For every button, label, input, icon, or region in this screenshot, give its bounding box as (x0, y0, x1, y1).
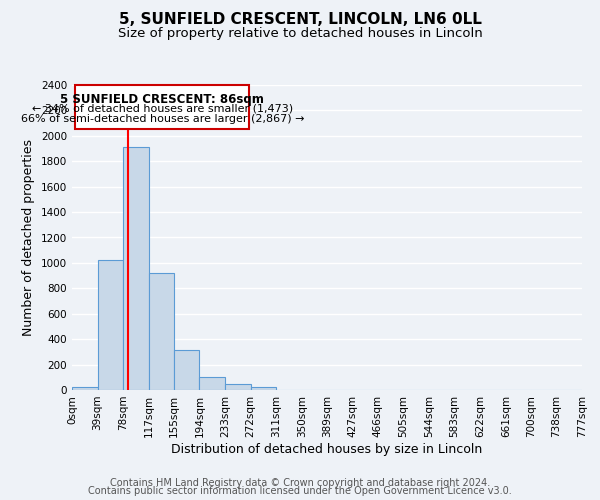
Text: 5, SUNFIELD CRESCENT, LINCOLN, LN6 0LL: 5, SUNFIELD CRESCENT, LINCOLN, LN6 0LL (119, 12, 481, 28)
X-axis label: Distribution of detached houses by size in Lincoln: Distribution of detached houses by size … (172, 442, 482, 456)
Text: Contains HM Land Registry data © Crown copyright and database right 2024.: Contains HM Land Registry data © Crown c… (110, 478, 490, 488)
Bar (199, 376, 225, 390)
Bar (174, 350, 199, 390)
Text: Contains public sector information licensed under the Open Government Licence v3: Contains public sector information licen… (88, 486, 512, 496)
Bar (72, 388, 98, 390)
Text: Size of property relative to detached houses in Lincoln: Size of property relative to detached ho… (118, 28, 482, 40)
Bar (225, 384, 251, 390)
Text: ← 34% of detached houses are smaller (1,473): ← 34% of detached houses are smaller (1,… (32, 104, 293, 114)
Bar (251, 388, 276, 390)
FancyBboxPatch shape (75, 85, 249, 130)
Bar (123, 148, 149, 390)
Bar (98, 260, 123, 390)
Text: 5 SUNFIELD CRESCENT: 86sqm: 5 SUNFIELD CRESCENT: 86sqm (61, 94, 264, 106)
Y-axis label: Number of detached properties: Number of detached properties (22, 139, 35, 336)
Bar (149, 273, 174, 390)
Text: 66% of semi-detached houses are larger (2,867) →: 66% of semi-detached houses are larger (… (20, 114, 304, 124)
